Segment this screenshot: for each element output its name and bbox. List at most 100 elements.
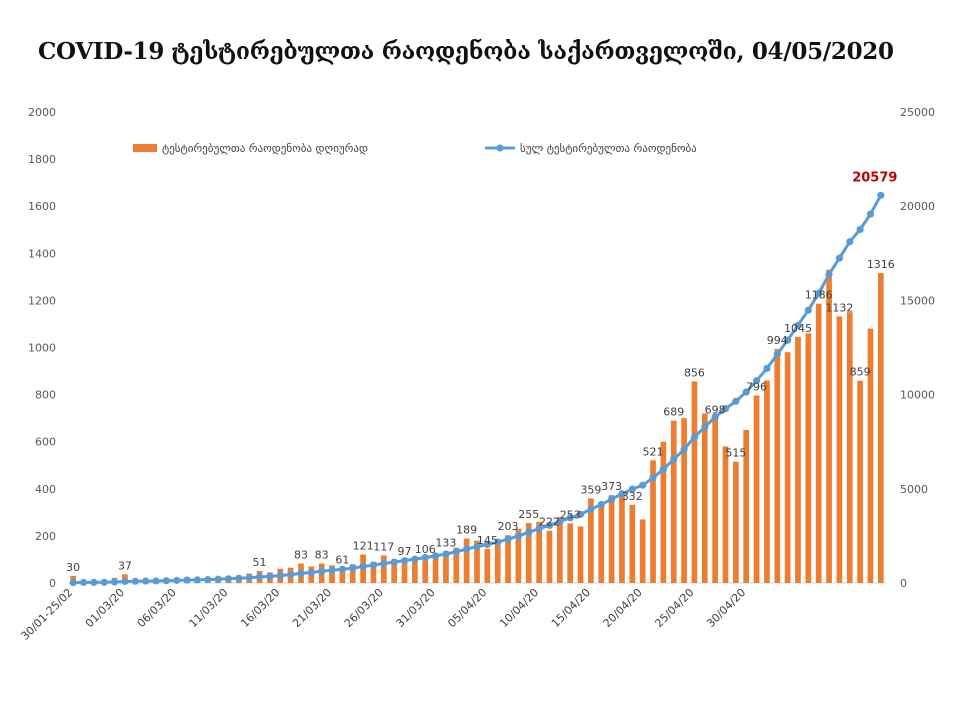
daily-bar [412,557,418,583]
bar-data-label: 1045 [784,322,812,335]
bar-data-label: 689 [663,406,684,419]
cumulative-point [442,550,450,558]
y-right-tick-label: 0 [900,577,907,590]
y-left-tick-label: 800 [35,389,56,402]
daily-bar [629,504,636,583]
cumulative-point [69,578,77,587]
bar-data-label: 1316 [867,258,895,271]
cumulative-point [576,510,585,518]
cumulative-point [318,567,326,575]
cumulative-point [431,552,440,560]
daily-bar [691,381,698,583]
cumulative-point [784,336,792,344]
daily-bar [846,312,853,583]
daily-bar [536,521,542,583]
daily-bar [577,526,584,583]
y-right-tick-label: 20000 [900,200,935,213]
cumulative-point [131,577,139,585]
cumulative-point [690,433,699,441]
cumulative-point [121,577,129,586]
daily-bar [401,560,408,583]
daily-bar [774,348,781,583]
daily-bar [639,519,646,583]
cumulative-point [618,490,626,498]
daily-bar [598,505,605,583]
cumulative-point [255,573,264,581]
cumulative-point [649,474,657,482]
cumulative-point [463,545,471,553]
x-tick-label: 31/03/20 [394,586,438,630]
daily-bar [525,522,532,583]
bar-data-label: 255 [518,508,539,521]
y-left-tick-label: 1200 [28,294,56,307]
cumulative-point [680,445,688,453]
bar-data-label: 521 [643,445,664,458]
y-left-tick-label: 200 [35,530,56,543]
bar-data-label: 359 [580,483,601,496]
x-tick-label: 05/04/20 [445,586,489,630]
daily-bar [432,554,439,583]
cumulative-point [359,562,367,571]
cumulative-point [815,289,823,297]
bar-data-label: 117 [373,540,394,553]
x-tick-label: 11/03/20 [186,586,230,630]
cumulative-point [183,576,191,584]
y-right-tick-label: 25000 [900,106,935,119]
daily-bar [805,333,812,583]
daily-bar [453,547,460,583]
bar-data-label: 994 [767,334,788,347]
bar-data-label: 332 [622,490,643,503]
bar-data-label: 106 [415,543,436,556]
cumulative-point [349,564,357,572]
cumulative-point [825,270,833,278]
cumulative-point [110,578,119,586]
cumulative-point [742,388,750,396]
bar-data-label: 30 [66,561,80,574]
daily-bar [681,418,687,583]
cumulative-point [752,377,761,385]
cumulative-point [877,191,885,199]
daily-bar [670,420,677,583]
cumulative-point [835,254,844,262]
cumulative-point [670,455,678,463]
cumulative-point [411,555,419,563]
daily-bar [339,568,346,583]
cumulative-point [421,553,429,562]
y-left-tick-label: 1400 [28,247,56,260]
cumulative-point [173,576,181,584]
cumulative-point [380,559,388,568]
daily-bar [795,336,801,583]
bar-data-label: 796 [746,381,767,394]
cumulative-point [214,575,222,583]
bar-data-label: 189 [456,523,477,536]
cumulative-point [566,514,574,522]
cumulative-point [711,413,719,421]
cumulative-point [701,423,709,431]
cumulative-point [525,528,533,536]
cumulative-point [628,485,636,493]
bar-data-label: 253 [560,508,581,521]
daily-bar [474,540,480,583]
cumulative-point [659,465,667,473]
cumulative-point [473,542,481,551]
bar-data-label: 83 [294,548,308,561]
legend-line-marker [496,144,504,152]
x-tick-label: 30/01-25/02 [18,586,75,643]
cumulative-point [152,577,160,585]
cumulative-point [266,572,274,580]
bar-data-label: 51 [253,556,267,569]
y-left-tick-label: 1600 [28,200,56,213]
daily-bar [370,561,377,583]
daily-bar [608,495,615,583]
total-data-label: 20579 [852,170,897,185]
bar-data-label: 37 [118,559,132,572]
x-tick-label: 20/04/20 [601,586,645,630]
legend-bar-label: ტესტირებულთა რაოდენობა დღიურად [162,142,368,155]
daily-bar [556,517,563,583]
daily-bar [619,493,625,583]
cumulative-point [79,578,88,587]
bar-data-label: 133 [435,537,456,550]
x-tick-label: 15/04/20 [549,586,593,630]
x-tick-label: 06/03/20 [135,586,179,630]
bar-data-label: 222 [539,516,560,529]
